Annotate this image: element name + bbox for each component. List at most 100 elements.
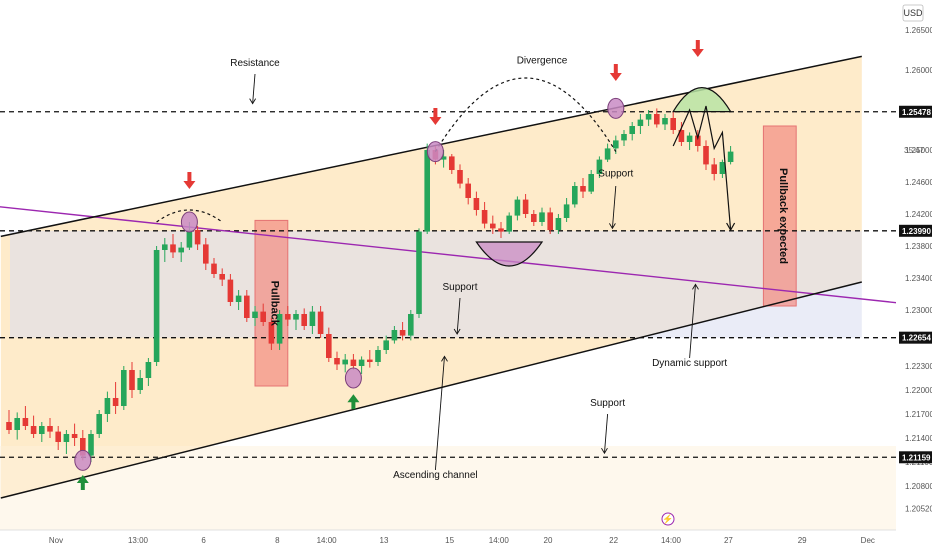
candle-bullish: [572, 186, 578, 205]
candle-bullish: [178, 247, 184, 253]
candle-bullish: [121, 370, 127, 406]
candle-bullish: [588, 174, 594, 192]
currency-label[interactable]: USD: [903, 8, 923, 18]
candle-bullish: [563, 204, 570, 218]
price-tick-label: 1.23400: [905, 274, 932, 283]
time-axis[interactable]: Nov 13:00 6 8 14:00 13 15 14:00 20 22 14:00 27 29 Dec: [0, 529, 932, 550]
candle-bearish: [367, 359, 373, 362]
up-arrow-icon: [76, 475, 89, 483]
candle-bearish: [285, 314, 291, 320]
chart-background-layer: [0, 55, 928, 530]
candle-bearish: [678, 130, 685, 142]
price-axis[interactable]: USD1.265001.260001.255001.250001.246001.…: [896, 0, 932, 550]
level-price-badge: [899, 105, 932, 118]
annotation-pointer-head: [692, 283, 699, 290]
touch-point-circle: [607, 97, 625, 119]
candle-bearish: [268, 322, 275, 344]
down-arrow-icon: [187, 172, 192, 182]
candle-bullish: [96, 414, 102, 434]
candle-bearish: [22, 418, 29, 426]
candle-bullish: [252, 311, 258, 318]
time-tick-label: Nov: [49, 536, 63, 545]
price-tick-label: 1.26500: [905, 26, 932, 35]
price-tick-label: 1.21400: [905, 434, 932, 443]
touch-point-circle: [74, 449, 92, 471]
time-tick-label: 15: [445, 536, 454, 545]
currency-box[interactable]: [902, 4, 924, 22]
candle-bearish: [227, 279, 234, 302]
annotation-pointer: [456, 297, 461, 335]
price-tick-label: 1.24200: [905, 210, 932, 219]
candle-bullish: [63, 434, 70, 442]
price-tick-label: 1.23800: [905, 242, 932, 251]
down-arrow-icon: [429, 117, 442, 125]
candle-bearish: [399, 330, 406, 336]
candle-bearish: [670, 118, 676, 130]
lightning-icon[interactable]: [661, 512, 675, 526]
candle-bearish: [580, 186, 586, 192]
candle-bearish: [498, 228, 504, 232]
price-tick-label: 1.21700: [905, 410, 932, 419]
channel-lower-line: [0, 281, 862, 499]
candle-bearish: [301, 314, 307, 326]
level-price-badge: [899, 331, 932, 344]
candle-bullish: [186, 230, 193, 248]
down-arrow-icon: [609, 73, 622, 81]
candle-bearish: [473, 198, 480, 210]
candle-bearish: [547, 212, 553, 230]
support-zone-band: [10, 230, 862, 338]
annotation-label: Dynamic support: [652, 358, 727, 369]
price-tick-label: 1.20800: [905, 482, 932, 491]
time-axis-bg: [0, 530, 932, 550]
candle-bullish: [293, 314, 299, 320]
price-tick-label: 1.22000: [905, 386, 932, 395]
annotation-pointer: [604, 413, 609, 454]
lightning-icon: ⚡: [662, 513, 673, 525]
candle-bearish: [490, 223, 496, 229]
price-tick-label: 1.24600: [905, 178, 932, 187]
candle-bullish: [662, 118, 668, 125]
down-arrow-icon: [691, 49, 704, 57]
candle-bullish: [440, 156, 447, 160]
price-tick-label: 1.20520: [905, 504, 932, 513]
candle-bearish: [531, 214, 537, 222]
time-tick-label: 22: [609, 536, 618, 545]
annotations-layer: Pullback Pullback expected Resistance Diver…: [74, 40, 789, 526]
time-tick-label: 14:00: [317, 536, 338, 545]
candle-bullish: [276, 314, 283, 344]
down-arrow-icon: [183, 181, 196, 189]
candle-bullish: [539, 212, 545, 222]
rounded-top-shape: [672, 87, 732, 113]
candle-bullish: [309, 311, 316, 326]
candle-bullish: [719, 162, 726, 174]
candle-bearish: [695, 135, 701, 146]
annotation-label: Support: [442, 282, 477, 293]
candle-bearish: [112, 398, 119, 406]
candle-bearish: [47, 426, 53, 432]
candle-bearish: [481, 210, 488, 224]
candle-bullish: [686, 135, 693, 142]
candle-bullish: [358, 359, 365, 366]
touch-point-circle: [426, 141, 444, 163]
touch-point-circle: [180, 211, 198, 233]
annotation-pointer: [434, 356, 445, 471]
candle-bearish: [30, 426, 37, 434]
candle-bullish: [416, 231, 422, 314]
candle-bearish: [465, 183, 471, 198]
candle-bearish: [326, 334, 332, 358]
candle-bullish: [88, 434, 94, 456]
down-arrow-icon: [695, 40, 700, 50]
annotation-pointer-head: [601, 447, 608, 455]
candle-bullish: [137, 378, 143, 390]
candle-bullish: [375, 350, 381, 362]
candle-bullish: [145, 362, 152, 378]
touch-point-circle: [344, 367, 362, 389]
price-tick-label: 1.22300: [905, 362, 932, 371]
price-tick-label: 1.26000: [905, 66, 932, 75]
down-arrow-icon: [433, 108, 438, 118]
candle-bearish: [334, 358, 340, 365]
projection-arrowhead: [726, 222, 736, 232]
level-price-text: 1.25478: [902, 108, 931, 117]
candle-bearish: [211, 263, 217, 274]
